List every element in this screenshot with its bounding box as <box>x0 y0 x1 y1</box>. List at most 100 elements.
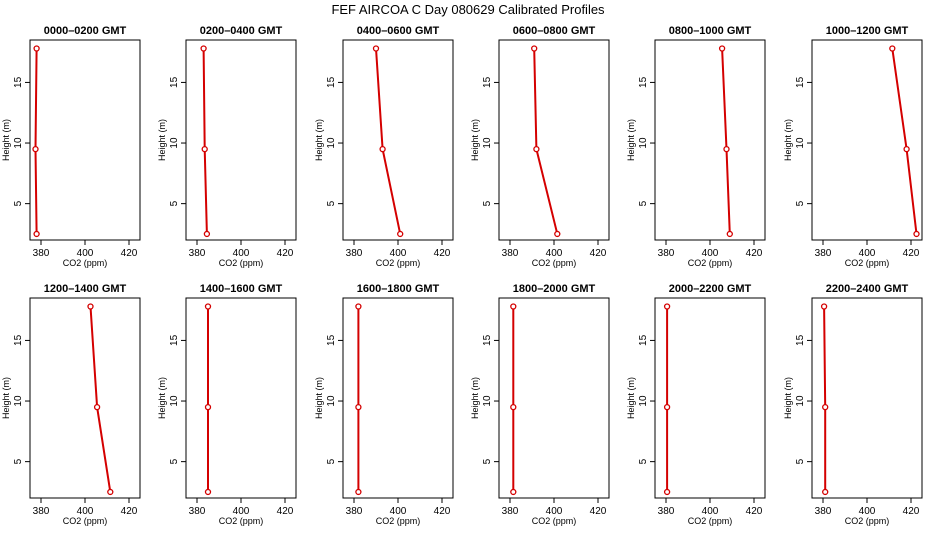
x-tick-label: 380 <box>502 248 519 259</box>
data-point <box>913 230 920 238</box>
data-point <box>663 488 671 496</box>
x-tick-label: 420 <box>277 506 294 517</box>
y-tick-label: 5 <box>795 200 806 206</box>
chart-panel: 0000–0200 GMT 380 400 420 5 10 15 CO2 (ppm) Heig… <box>1 25 141 268</box>
y-tick-label: 5 <box>638 200 649 206</box>
y-axis-label: Height (m) <box>314 377 324 419</box>
y-axis-label: Height (m) <box>470 377 480 419</box>
chart-panel: 1800–2000 GMT 380 400 420 5 10 15 CO2 (ppm) Heig… <box>470 283 610 526</box>
data-point <box>379 145 386 153</box>
y-axis-label: Height (m) <box>626 119 636 161</box>
data-point <box>201 145 208 153</box>
y-tick-label: 10 <box>482 137 493 149</box>
data-point <box>533 145 540 153</box>
data-point <box>718 45 726 52</box>
data-point <box>723 145 730 153</box>
data-point <box>204 488 212 496</box>
profile-line <box>891 48 918 235</box>
y-tick-label: 15 <box>169 334 180 346</box>
y-axis-label: Height (m) <box>626 377 636 419</box>
y-axis-label: Height (m) <box>783 377 793 419</box>
x-tick-label: 400 <box>77 506 94 517</box>
data-point <box>822 488 829 496</box>
y-tick-label: 5 <box>326 458 337 464</box>
y-tick-label: 10 <box>795 137 806 149</box>
profile-line <box>34 48 38 234</box>
x-axis-label: CO2 (ppm) <box>376 516 421 526</box>
y-axis-label: Height (m) <box>314 119 324 161</box>
x-axis-label: CO2 (ppm) <box>688 516 733 526</box>
x-tick-label: 420 <box>277 248 294 259</box>
profile-line <box>823 306 827 492</box>
x-axis-label: CO2 (ppm) <box>845 516 890 526</box>
x-axis-label: CO2 (ppm) <box>63 516 108 526</box>
plot-frame <box>342 39 454 241</box>
x-tick-label: 400 <box>546 506 563 517</box>
y-tick-label: 15 <box>482 76 493 88</box>
y-tick-label: 5 <box>13 200 24 206</box>
x-tick-label: 380 <box>33 248 50 259</box>
panel-title: 1000–1200 GMT <box>826 25 909 37</box>
x-tick-label: 380 <box>502 506 519 517</box>
data-point <box>510 303 517 310</box>
plot-frame <box>654 297 766 499</box>
chart-panel: 1200–1400 GMT 380 400 420 5 10 15 CO2 (ppm) Heig… <box>1 283 141 526</box>
chart-panel: 1000–1200 GMT 380 400 420 5 10 15 CO2 (ppm) Heig… <box>783 25 923 268</box>
y-axis-label: Height (m) <box>470 119 480 161</box>
x-tick-label: 400 <box>233 248 250 259</box>
data-point <box>372 45 380 52</box>
y-tick-label: 10 <box>638 395 649 407</box>
plot-frame <box>498 39 610 241</box>
data-point <box>355 303 362 310</box>
x-axis-label: CO2 (ppm) <box>219 516 264 526</box>
data-point <box>32 145 39 153</box>
plot-frame <box>811 297 923 499</box>
data-point <box>531 45 538 52</box>
x-tick-label: 400 <box>702 506 719 517</box>
profile-line <box>721 48 731 234</box>
x-tick-label: 380 <box>658 248 675 259</box>
y-tick-label: 15 <box>482 334 493 346</box>
x-tick-label: 380 <box>346 506 363 517</box>
data-point <box>663 403 671 411</box>
panel-title: 2200–2400 GMT <box>826 283 909 295</box>
y-tick-label: 5 <box>482 200 493 206</box>
y-tick-label: 15 <box>13 76 24 88</box>
plot-frame <box>342 297 454 499</box>
x-tick-label: 400 <box>77 248 94 259</box>
y-tick-label: 5 <box>795 458 806 464</box>
y-tick-label: 10 <box>169 137 180 149</box>
y-axis-label: Height (m) <box>157 377 167 419</box>
y-tick-label: 15 <box>13 334 24 346</box>
x-tick-label: 380 <box>346 248 363 259</box>
x-tick-label: 380 <box>33 506 50 517</box>
x-tick-label: 400 <box>859 506 876 517</box>
chart-panel: 0800–1000 GMT 380 400 420 5 10 15 CO2 (ppm) Heig… <box>626 25 766 268</box>
x-axis-label: CO2 (ppm) <box>376 258 421 268</box>
chart-panel: 1400–1600 GMT 380 400 420 5 10 15 CO2 (ppm) Heig… <box>157 283 297 526</box>
y-axis-label: Height (m) <box>1 119 11 161</box>
y-tick-label: 5 <box>13 458 24 464</box>
data-point <box>33 45 40 52</box>
data-point <box>726 230 733 238</box>
panel-title: 1400–1600 GMT <box>200 283 283 295</box>
panel-title: 1200–1400 GMT <box>44 283 127 295</box>
data-point <box>903 145 910 153</box>
data-point <box>355 488 362 496</box>
y-tick-label: 10 <box>13 137 24 149</box>
panel-title: 2000–2200 GMT <box>669 283 752 295</box>
data-point <box>93 403 101 411</box>
panel-title: 0600–0800 GMT <box>513 25 596 37</box>
figure-title: FEF AIRCOA C Day 080629 Calibrated Profi… <box>331 2 605 17</box>
chart-panel: 0200–0400 GMT 380 400 420 5 10 15 CO2 (ppm) Heig… <box>157 25 297 268</box>
y-tick-label: 15 <box>169 76 180 88</box>
data-point <box>200 45 207 52</box>
plot-frame <box>185 39 297 241</box>
y-tick-label: 15 <box>795 334 806 346</box>
x-axis-label: CO2 (ppm) <box>63 258 108 268</box>
data-point <box>510 403 517 411</box>
x-tick-label: 400 <box>233 506 250 517</box>
y-tick-label: 5 <box>326 200 337 206</box>
profile-line <box>533 48 559 235</box>
panel-title: 0400–0600 GMT <box>357 25 440 37</box>
